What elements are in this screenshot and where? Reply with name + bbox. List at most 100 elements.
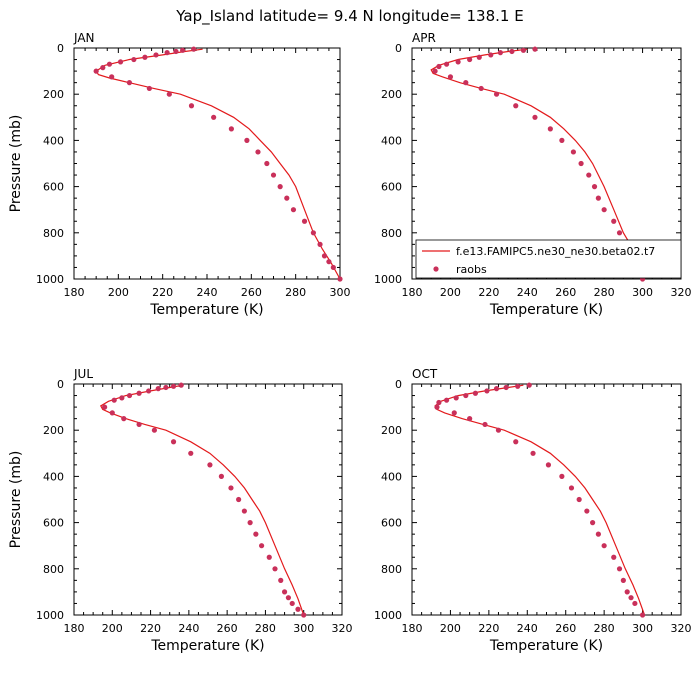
raobs-point: [601, 543, 607, 549]
raobs-point: [453, 395, 459, 401]
raobs-point: [126, 392, 133, 399]
raobs-point: [255, 149, 261, 155]
raobs-point: [93, 68, 99, 74]
y-tick-label: 600: [43, 517, 64, 530]
x-tick-label: 220: [478, 622, 499, 635]
x-tick-label: 280: [285, 286, 306, 299]
raobs-point: [513, 439, 519, 445]
raobs-point: [188, 103, 195, 109]
raobs-point: [530, 450, 536, 456]
raobs-point: [436, 399, 442, 406]
model-profile-line: [430, 48, 646, 280]
raobs-point: [121, 416, 127, 422]
raobs-point: [478, 85, 484, 92]
raobs-point: [178, 382, 184, 388]
x-tick-label: 200: [108, 286, 129, 299]
y-tick-label: 1000: [374, 273, 402, 286]
x-tick-label: 280: [594, 286, 615, 299]
x-tick-label: 200: [440, 286, 461, 299]
raobs-point: [547, 126, 553, 132]
raobs-point: [515, 383, 521, 389]
raobs-point: [146, 85, 152, 92]
raobs-point: [595, 195, 601, 201]
y-tick-label: 1000: [374, 609, 402, 622]
raobs-point: [163, 384, 169, 391]
raobs-point: [117, 59, 124, 65]
raobs-point: [241, 508, 247, 514]
x-tick-label: 180: [64, 622, 85, 635]
y-tick-label: 0: [57, 42, 64, 55]
x-tick-label: 300: [632, 622, 653, 635]
raobs-point: [126, 80, 133, 86]
raobs-point: [290, 207, 297, 213]
x-tick-label: 280: [594, 622, 615, 635]
raobs-point: [509, 48, 515, 55]
raobs-point: [488, 52, 494, 58]
x-tick-label: 320: [671, 622, 692, 635]
x-tick-label: 260: [217, 622, 238, 635]
raobs-point: [432, 68, 438, 74]
raobs-point: [218, 473, 224, 479]
raobs-point: [493, 91, 500, 97]
x-tick-label: 300: [632, 286, 653, 299]
y-tick-label: 200: [43, 424, 64, 437]
x-tick-label: 180: [402, 622, 423, 635]
raobs-point: [586, 172, 592, 178]
plot-frame: [73, 47, 341, 280]
raobs-point: [601, 207, 607, 213]
panel-oct: 180 200 220 240 260 280 300 320 0 200 400 600 800 100…: [374, 367, 692, 654]
raobs-point: [463, 80, 469, 86]
panel-label: JAN: [73, 31, 95, 45]
raobs-point: [310, 230, 316, 236]
raobs-point: [284, 195, 290, 201]
raobs-point: [632, 600, 638, 607]
raobs-point: [180, 47, 186, 53]
y-axis-title: Pressure (mb): [8, 115, 24, 213]
y-axis-title: Pressure (mb): [8, 451, 24, 549]
x-axis-title: Temperature (K): [150, 638, 264, 654]
y-tick-label: 600: [381, 517, 402, 530]
raobs-point: [503, 384, 509, 391]
x-tick-label: 240: [517, 622, 538, 635]
raobs-point: [532, 114, 538, 120]
x-tick-label: 180: [64, 286, 85, 299]
raobs-point: [443, 397, 450, 403]
legend-box: [415, 239, 682, 279]
raobs-point: [513, 103, 519, 109]
y-tick-label: 800: [43, 227, 64, 240]
raobs-point: [151, 427, 157, 433]
y-tick-label: 800: [381, 227, 402, 240]
raobs-point: [277, 184, 283, 190]
raobs-point: [244, 137, 250, 143]
raobs-point: [211, 114, 217, 120]
model-profile-line: [434, 384, 646, 616]
x-tick-label: 300: [330, 286, 351, 299]
raobs-point: [142, 54, 148, 60]
x-tick-label: 260: [241, 286, 262, 299]
raobs-point: [443, 61, 450, 67]
y-tick-label: 600: [381, 181, 402, 194]
y-tick-label: 0: [395, 42, 402, 55]
raobs-point: [173, 48, 179, 55]
raobs-point: [321, 253, 328, 259]
raobs-point: [532, 46, 538, 52]
raobs-point: [289, 600, 295, 607]
x-tick-label: 220: [152, 286, 173, 299]
legend-label: f.e13.FAMIPC5.ne30_ne30.beta02.t7: [456, 245, 655, 258]
x-axis-title: Temperature (K): [489, 302, 603, 318]
raobs-point: [106, 61, 113, 67]
raobs-point: [568, 485, 575, 491]
raobs-point: [472, 390, 479, 396]
raobs-point: [590, 520, 596, 526]
raobs-point: [493, 386, 500, 392]
x-tick-label: 220: [478, 286, 499, 299]
raobs-point: [278, 577, 284, 583]
model-profile-line: [99, 384, 305, 616]
x-tick-label: 320: [332, 622, 353, 635]
raobs-point: [570, 149, 577, 155]
y-tick-label: 0: [395, 378, 402, 391]
raobs-point: [228, 126, 234, 132]
x-tick-label: 180: [402, 286, 423, 299]
y-tick-label: 600: [43, 181, 64, 194]
raobs-point: [620, 577, 626, 583]
